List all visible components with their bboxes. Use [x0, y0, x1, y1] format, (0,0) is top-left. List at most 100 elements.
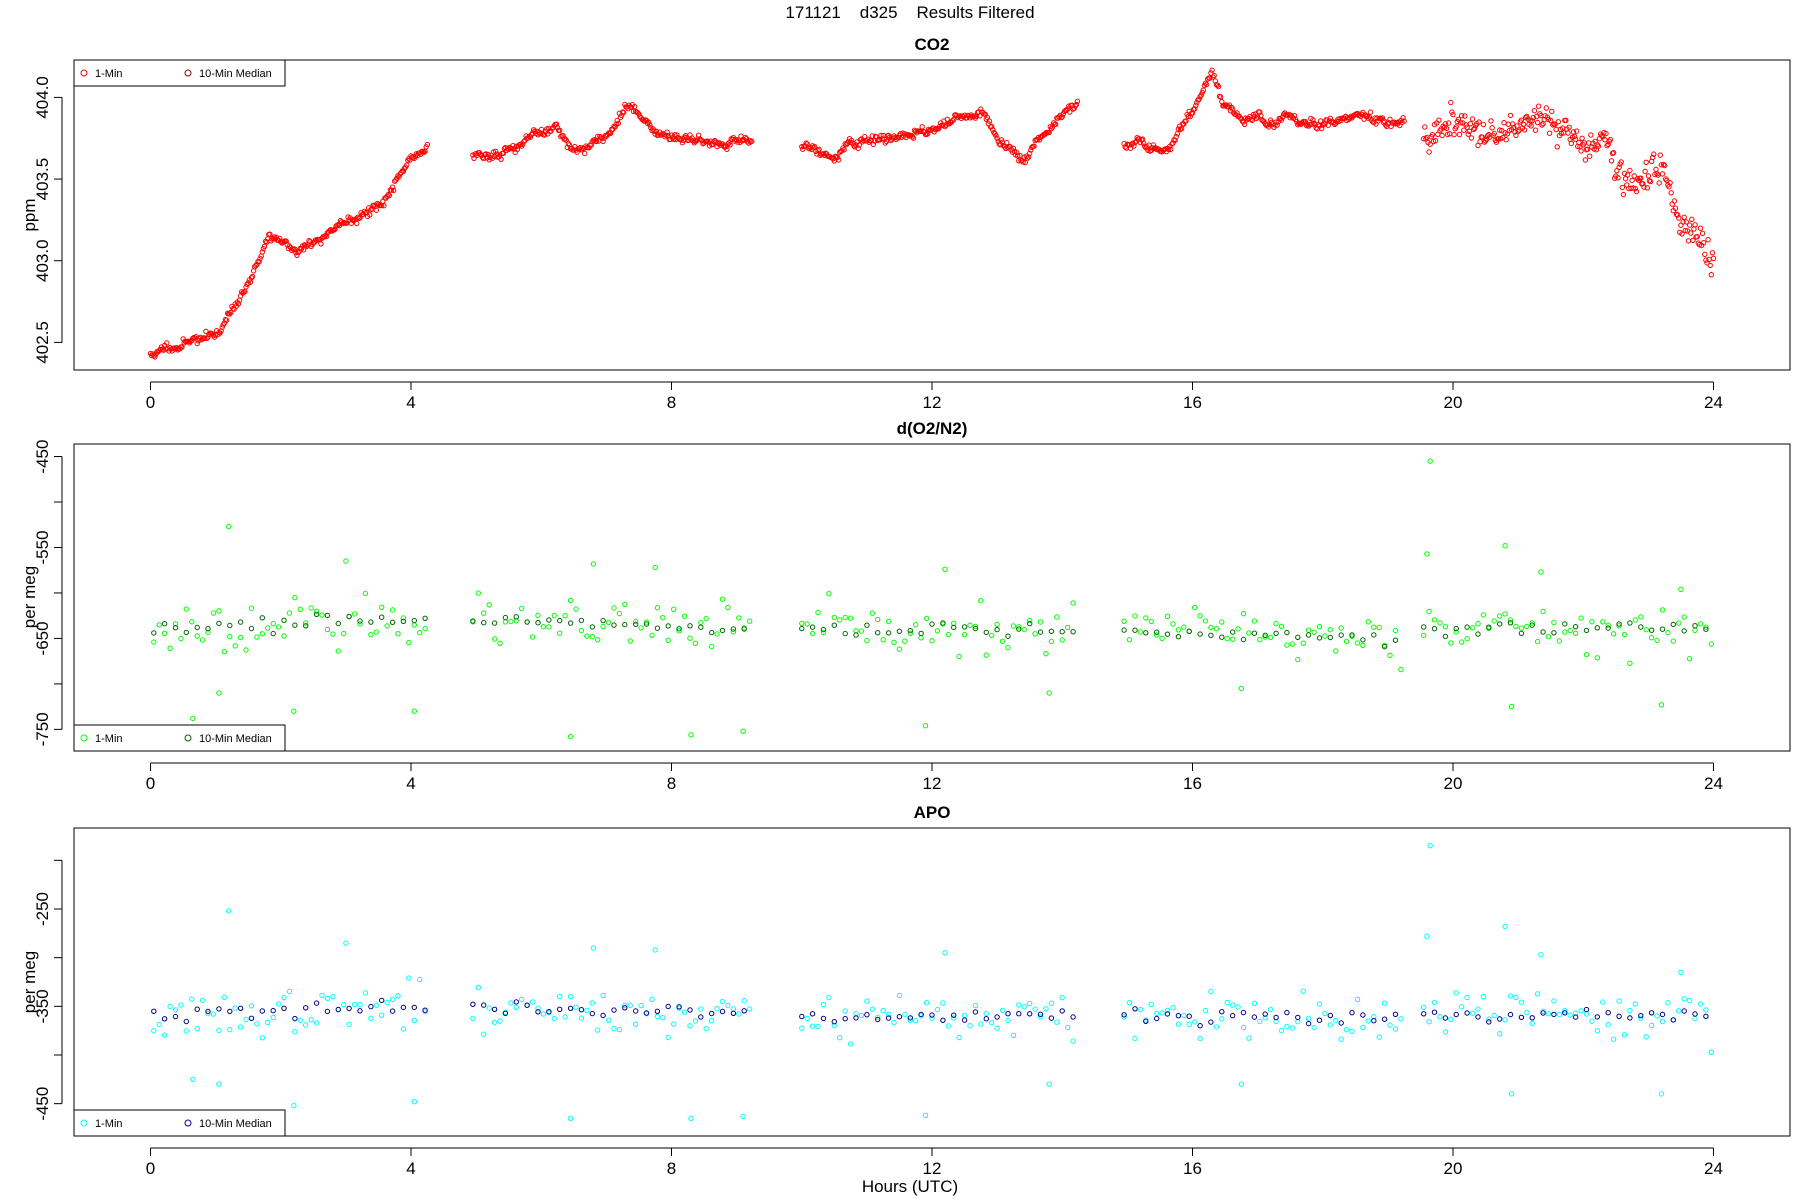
- apo-1min-point: [578, 1015, 585, 1021]
- co2-1min-point: [157, 346, 164, 353]
- co2-1min-point: [714, 143, 720, 150]
- do2n2-1min-point: [1665, 629, 1671, 636]
- apo-median-point: [929, 1012, 935, 1018]
- co2-y-tick-label: 403.0: [33, 239, 52, 282]
- apo-median-point: [1175, 1013, 1182, 1019]
- apo-1min-point: [417, 976, 423, 983]
- do2n2-1min-point: [907, 630, 913, 637]
- apo-median-point: [1360, 1012, 1366, 1018]
- apo-1min-point: [562, 1014, 568, 1020]
- co2-1min-point: [424, 141, 430, 148]
- do2n2-1min-point: [654, 605, 661, 611]
- do2n2-1min-point: [1284, 642, 1290, 648]
- co2-1min-point: [1563, 117, 1569, 124]
- apo-1min-point: [698, 1006, 704, 1012]
- co2-1min-point: [1647, 178, 1654, 185]
- co2-1min-point: [1656, 180, 1662, 186]
- apo-median-point: [194, 1006, 200, 1012]
- apo-1min-point: [286, 988, 293, 995]
- co2-1min-point: [986, 118, 993, 124]
- apo-1min-point: [330, 994, 336, 1000]
- do2n2-points: [151, 458, 1715, 740]
- apo-1min-point: [864, 998, 870, 1004]
- co2-1min-point: [1543, 105, 1550, 111]
- co2-1min-point: [228, 309, 234, 316]
- do2n2-median-point: [546, 617, 552, 623]
- apo-legend-marker-1min: [80, 1119, 88, 1127]
- co2-1min-point: [1215, 83, 1222, 90]
- co2-1min-point: [724, 146, 730, 153]
- apo-1min-point: [885, 1011, 892, 1017]
- do2n2-1min-point: [357, 621, 363, 627]
- apo-median-point: [578, 1007, 585, 1013]
- apo-1min-point: [820, 1001, 827, 1008]
- co2-1min-point: [1546, 130, 1553, 136]
- co2-1min-point: [1422, 124, 1428, 130]
- apo-median-point: [1132, 1006, 1138, 1012]
- co2-legend-label-1min: 1-Min: [95, 68, 123, 80]
- apo-median-point: [1572, 1014, 1579, 1020]
- apo-legend: 1-Min 10-Min Median: [73, 1109, 286, 1137]
- do2n2-outlier-point: [1238, 685, 1245, 692]
- do2n2-1min-point: [161, 630, 168, 636]
- do2n2-1min-point: [1638, 614, 1644, 620]
- co2-1min-point: [1488, 118, 1494, 124]
- do2n2-1min-point: [183, 606, 190, 612]
- apo-median-point: [1605, 1010, 1611, 1016]
- co2-1min-point: [1689, 216, 1695, 223]
- co2-1min-point: [1654, 171, 1660, 177]
- apo-outlier-point: [343, 940, 349, 946]
- apo-1min-point: [999, 1007, 1006, 1014]
- co2-1min-point: [1168, 146, 1174, 153]
- do2n2-legend: 1-Min 10-Min Median: [73, 724, 286, 752]
- do2n2-1min-point: [1235, 626, 1241, 632]
- apo-1min-point: [1387, 1022, 1393, 1028]
- do2n2-median-point: [730, 626, 737, 632]
- do2n2-1min-point: [540, 624, 547, 630]
- apo-1min-point: [1219, 1016, 1225, 1022]
- apo-1min-point: [243, 1016, 249, 1023]
- apo-1min-point: [1284, 1023, 1290, 1030]
- apo-1min-point: [368, 1015, 374, 1021]
- co2-x-tick-label: 8: [667, 393, 676, 412]
- do2n2-1min-point: [1295, 656, 1301, 663]
- co2-1min-point: [557, 127, 563, 134]
- apo-1min-point: [497, 1018, 503, 1024]
- do2n2-median-point: [831, 622, 837, 628]
- do2n2-1min-point: [1132, 613, 1138, 619]
- do2n2-median-point: [237, 619, 244, 625]
- apo-1min-point: [989, 1019, 995, 1026]
- do2n2-1min-point: [994, 621, 1000, 627]
- apo-1min-point: [627, 1002, 633, 1009]
- apo-median-point: [546, 1009, 552, 1015]
- apo-1min-point: [605, 1017, 612, 1023]
- do2n2-1min-point: [199, 637, 206, 643]
- do2n2-median-point: [1562, 621, 1568, 627]
- do2n2-outlier-point: [1678, 586, 1684, 592]
- do2n2-1min-point: [595, 637, 601, 643]
- apo-median-point: [481, 1002, 487, 1008]
- apo-1min-point: [907, 1017, 913, 1023]
- do2n2-1min-point: [1431, 617, 1438, 623]
- do2n2-median-point: [346, 613, 352, 620]
- apo-1min-point: [1648, 1022, 1655, 1029]
- co2-1min-point: [704, 138, 710, 144]
- do2n2-1min-point: [1426, 608, 1432, 615]
- apo-1min-point: [799, 1025, 805, 1031]
- do2n2-median-point: [379, 614, 385, 620]
- apo-1min-point: [486, 1005, 492, 1011]
- co2-1min-point: [1679, 231, 1685, 237]
- do2n2-median-point: [1551, 630, 1557, 636]
- do2n2-outlier-point: [1508, 703, 1515, 710]
- do2n2-1min-point: [1224, 635, 1230, 642]
- apo-1min-point: [389, 996, 396, 1002]
- co2-1min-point: [1459, 113, 1465, 119]
- co2-y-tick-label: 402.5: [33, 321, 52, 364]
- co2-1min-point: [1610, 150, 1617, 156]
- co2-1min-point: [678, 137, 684, 143]
- do2n2-median-point: [951, 624, 957, 631]
- do2n2-legend-marker-1min: [80, 734, 88, 742]
- apo-1min-point: [379, 1012, 385, 1018]
- co2-1min-point: [815, 147, 821, 154]
- apo-median-point: [1627, 1015, 1633, 1021]
